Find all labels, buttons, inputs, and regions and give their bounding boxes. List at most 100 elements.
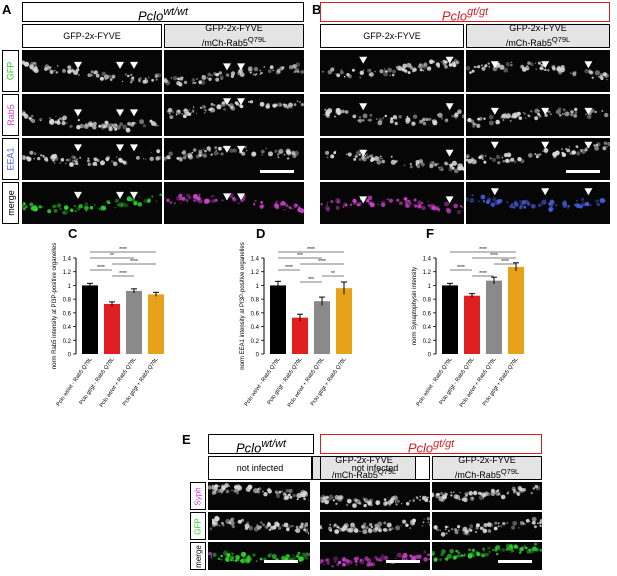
micrograph-b1-r3: [320, 182, 464, 224]
arrowhead-icon: [584, 141, 593, 149]
micrograph-b2-r0: [466, 50, 610, 92]
arrowhead-icon: [116, 61, 124, 69]
chart-f: 0 0.2 0.4 0.6 0.8 1 1.2 1.4 norm Synaptophysin i…: [412, 247, 524, 409]
arrowhead-icon: [584, 61, 593, 69]
chart-f-ytick-label: 1.2: [423, 270, 432, 276]
chart-d-ytick-label: 0.6: [251, 311, 260, 317]
chart-c-ytick-label: 0.6: [63, 311, 72, 317]
chart-d-sig-label-2: ****: [318, 259, 326, 265]
chart-c-xtick-label-0: Pclo wt/wt - Rab5 Q79L: [56, 357, 94, 408]
chart-c-ytick-label: 1.2: [63, 270, 72, 276]
arrowhead-icon: [359, 196, 368, 204]
chart-c-ytick-label: 1.4: [63, 257, 72, 263]
genotype-sup: wt/wt: [261, 438, 286, 450]
genotype-header-e-gt: Pclogt/gt: [320, 434, 542, 455]
micrograph-e-c3-r1: [432, 512, 542, 540]
panel-label-e: E: [182, 432, 191, 447]
micrograph-b2-r3: [466, 182, 610, 224]
col-header-line2: /mCh-Rab5: [454, 470, 501, 480]
chart-c-sig-label-3: ****: [97, 265, 105, 271]
chart-c-sig-label-2: ****: [130, 259, 138, 265]
arrowhead-icon: [223, 193, 231, 201]
chart-d-ytick-label: 0.8: [251, 298, 260, 304]
chart-d-sig-label-1: ***: [297, 253, 303, 259]
col-header-e-rab5: GFP-2x-FYVE/mCh-Rab5Q79L: [312, 455, 416, 480]
arrowhead-icon: [237, 193, 245, 201]
arrowhead-icon: [445, 149, 454, 157]
micrograph-a1-r0: [22, 50, 162, 92]
genotype-sup: gt/gt: [467, 6, 489, 18]
arrowhead-icon: [359, 103, 368, 111]
col-header-line1: GFP-2x-FYVE: [458, 455, 516, 465]
chart-f-bar-2: [486, 280, 502, 354]
micrograph-a2-r0: [164, 50, 304, 92]
genotype-header-a: Pclowt/wt: [22, 2, 304, 23]
chart-d-sig-label-0: ****: [307, 247, 315, 253]
scale-bar: [386, 560, 420, 563]
col-header-b2: GFP-2x-FYVE/mCh-Rab5Q79L: [466, 23, 610, 48]
row-label-e-1: GFP: [190, 512, 206, 540]
scale-bar: [566, 170, 600, 173]
arrowhead-icon: [584, 107, 593, 115]
arrowhead-icon: [74, 144, 82, 152]
chart-d-xtick-label-0: Pclo wt/wt - Rab5 Q79L: [244, 357, 282, 408]
col-header-line1: GFP-2x-FYVE: [335, 455, 393, 465]
row-label-gfp: GFP: [2, 50, 19, 92]
micrograph-b1-r0: [320, 50, 464, 92]
chart-f-ytick-label: 0.6: [423, 311, 432, 317]
arrowhead-icon: [74, 191, 82, 199]
micrograph-e-c2-r1: [320, 512, 430, 540]
genotype-name: Pclo: [236, 440, 262, 456]
chart-c-ytick-label: 0.2: [63, 339, 72, 345]
arrowhead-icon: [130, 109, 138, 117]
arrowhead-icon: [541, 107, 550, 115]
chart-c-bar-0: [82, 285, 98, 354]
chart-f-ylabel: norm Synaptophysin intensity: [412, 267, 418, 345]
panel-label-b: B: [312, 2, 322, 17]
chart-f-ytick-label: 1: [428, 284, 432, 290]
arrowhead-icon: [490, 188, 499, 196]
arrowhead-icon: [359, 149, 368, 157]
arrowhead-icon: [130, 191, 138, 199]
chart-f-ytick-label: 0: [428, 353, 432, 359]
arrowhead-icon: [445, 196, 454, 204]
col-header-line2: /mCh-Rab5: [331, 470, 378, 480]
chart-f-ytick-label: 0.4: [423, 325, 432, 331]
col-header-a1: GFP-2x-FYVE: [22, 24, 162, 48]
col-header-line2: /mCh-Rab5: [201, 38, 248, 48]
arrowhead-icon: [223, 98, 231, 106]
scale-bar: [264, 560, 298, 563]
row-label-rab5: Rab5: [2, 94, 19, 136]
arrowhead-icon: [584, 188, 593, 196]
genotype-sup: gt/gt: [433, 438, 455, 450]
micrograph-b1-r1: [320, 94, 464, 136]
chart-d-sig-label-4: **: [331, 271, 335, 277]
genotype-header-e-wt: Pclowt/wt: [208, 434, 314, 456]
chart-c-ytick-label: 0: [68, 353, 72, 359]
chart-c-ytick-label: 0.4: [63, 325, 72, 331]
col-header-e-notinf: not infected: [320, 456, 430, 480]
row-label-eea1: EEA1: [2, 138, 19, 180]
chart-c-bar-3: [148, 294, 164, 354]
chart-c-ytick-label: 0.8: [63, 298, 72, 304]
chart-f-sig-label-2: ****: [501, 259, 509, 265]
micrograph-e-c1-r0: [212, 482, 308, 510]
row-label-merge: merge: [2, 182, 19, 224]
chart-d-ytick-label: 1: [256, 284, 260, 290]
arrowhead-icon: [74, 109, 82, 117]
chart-d: 0 0.2 0.4 0.6 0.8 1 1.2 1.4 norm EEA1 intensity …: [240, 242, 352, 409]
col-header-e1: not infected: [208, 456, 312, 480]
micrograph-e-c3-r0: [432, 482, 542, 510]
chart-d-sig-label-3: ****: [285, 265, 293, 271]
chart-d-ytick-label: 0.4: [251, 325, 260, 331]
chart-f-ytick-label: 0.2: [423, 339, 432, 345]
micrograph-b1-r2: [320, 138, 464, 180]
chart-d-bar-3: [336, 288, 352, 354]
micrograph-a2-r2: [164, 138, 304, 180]
chart-d-sig-label-5: ***: [308, 277, 314, 283]
arrowhead-icon: [116, 144, 124, 152]
chart-f-ytick-label: 1.4: [423, 257, 432, 263]
arrowhead-icon: [237, 98, 245, 106]
chart-f-sig-label-1: ****: [490, 253, 498, 259]
micrograph-a1-r1: [22, 94, 162, 136]
